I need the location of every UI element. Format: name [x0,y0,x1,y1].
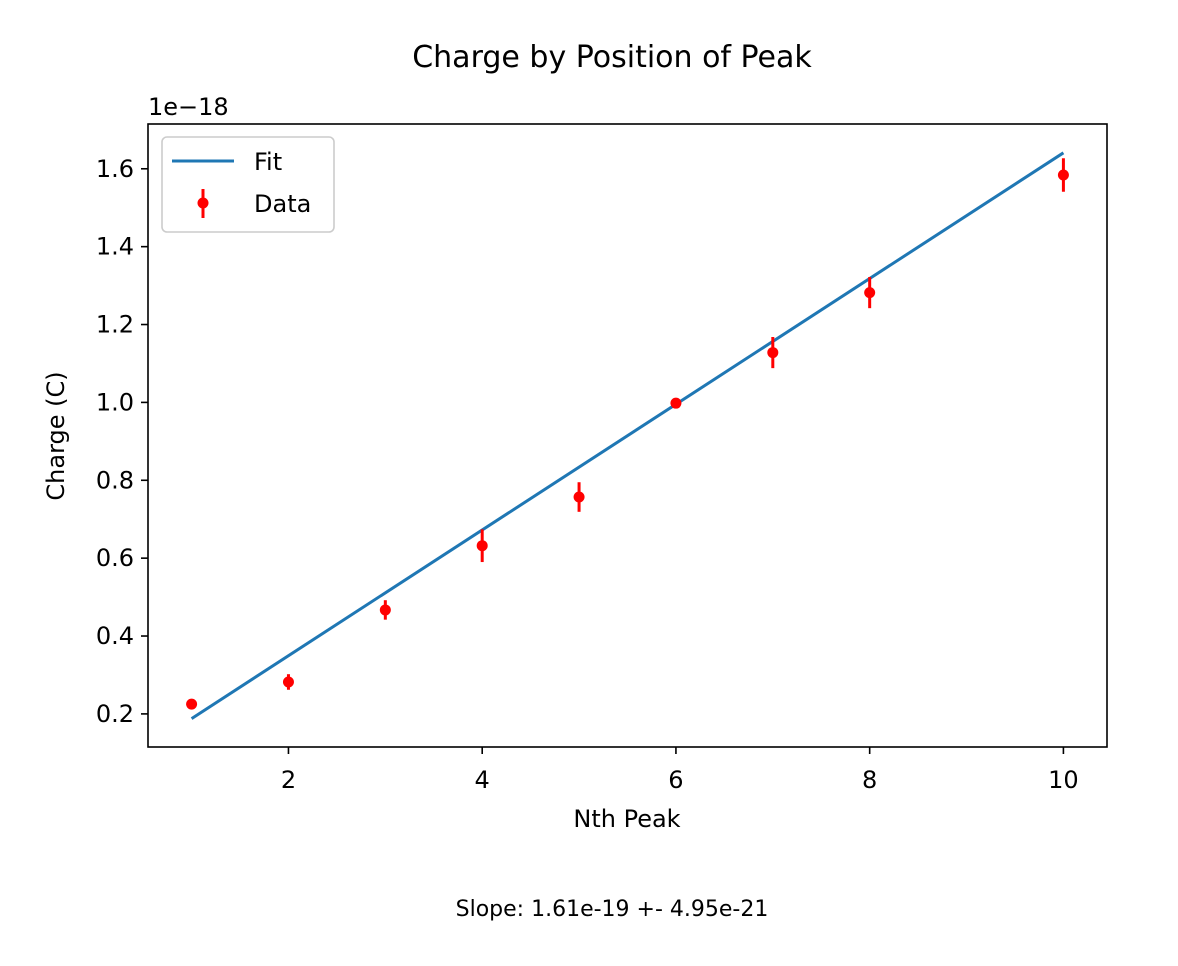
data-point-10 [1057,169,1069,181]
y-tick-label-1.2: 1.2 [96,311,134,339]
data-point-2 [282,676,294,688]
y-tick-label-1.6: 1.6 [96,155,134,183]
y-axis: 0.2 0.4 0.6 0.8 1.0 1.2 1.4 1.6 [96,155,148,728]
x-tick-label-4: 4 [475,766,490,794]
plot-area [186,151,1069,720]
legend-data-label: Data [254,190,311,218]
slope-annotation: Slope: 1.61e-19 +- 4.95e-21 [456,897,769,922]
y-tick-label-0.8: 0.8 [96,466,134,494]
y-offset-label: 1e−18 [148,93,229,121]
y-tick-label-1: 1.0 [96,388,134,416]
data-point-3 [379,604,391,616]
legend-data-marker [197,197,209,209]
legend-fit-label: Fit [254,148,282,176]
plot-frame [147,123,1108,748]
y-tick-label-0.2: 0.2 [96,700,134,728]
x-tick-label-8: 8 [862,766,877,794]
y-tick-label-0.6: 0.6 [96,544,134,572]
x-tick-label-10: 10 [1048,766,1079,794]
data-point-6 [670,397,682,409]
data-point-8 [864,287,876,299]
data-point-1 [186,698,198,710]
data-point-4 [476,540,488,552]
data-point-7 [767,347,779,359]
y-tick-label-0.4: 0.4 [96,622,134,650]
y-axis-label: Charge (C) [42,371,70,500]
x-axis-label: Nth Peak [573,805,680,833]
legend: Fit Data [161,136,335,233]
x-tick-label-2: 2 [281,766,296,794]
x-tick-label-6: 6 [668,766,683,794]
fit-line [190,151,1065,720]
x-axis: 2 4 6 8 10 [281,747,1079,794]
data-point-5 [573,491,585,503]
chart-title: Charge by Position of Peak [412,40,812,75]
y-tick-label-1.4: 1.4 [96,233,134,261]
